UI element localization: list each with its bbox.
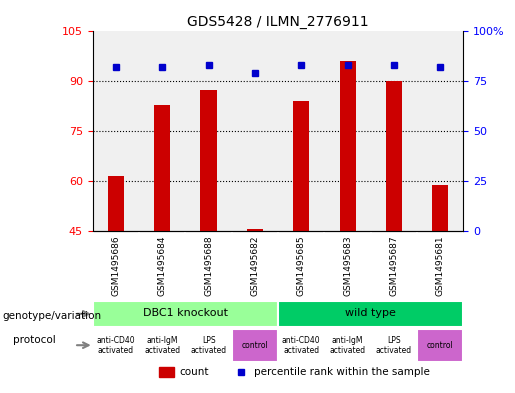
Text: count: count [180,367,209,377]
FancyBboxPatch shape [324,329,371,362]
FancyBboxPatch shape [278,301,464,327]
Text: control: control [242,341,268,350]
Bar [386,81,402,231]
FancyBboxPatch shape [371,329,417,362]
Text: percentile rank within the sample: percentile rank within the sample [254,367,430,377]
Text: LPS
activated: LPS activated [376,336,412,355]
Bar [293,101,310,231]
Bar [108,176,124,231]
FancyBboxPatch shape [93,301,278,327]
Text: anti-CD40
activated: anti-CD40 activated [97,336,135,355]
Text: genotype/variation: genotype/variation [3,311,101,321]
Bar [160,367,174,377]
Text: anti-CD40
activated: anti-CD40 activated [282,336,320,355]
Bar [154,105,170,231]
Text: GSM1495681: GSM1495681 [436,235,445,296]
Text: GSM1495683: GSM1495683 [343,235,352,296]
FancyBboxPatch shape [417,329,464,362]
FancyBboxPatch shape [278,329,324,362]
FancyBboxPatch shape [185,329,232,362]
Text: DBC1 knockout: DBC1 knockout [143,308,228,318]
Text: LPS
activated: LPS activated [191,336,227,355]
Text: protocol: protocol [13,335,56,345]
Text: GSM1495686: GSM1495686 [111,235,121,296]
Text: wild type: wild type [346,308,396,318]
Bar [247,230,263,231]
Text: GSM1495684: GSM1495684 [158,235,167,296]
Bar [339,61,356,231]
Text: anti-IgM
activated: anti-IgM activated [144,336,180,355]
FancyBboxPatch shape [232,329,278,362]
Text: GSM1495687: GSM1495687 [389,235,399,296]
Text: GSM1495682: GSM1495682 [250,235,260,296]
Text: GSM1495685: GSM1495685 [297,235,306,296]
FancyBboxPatch shape [139,329,185,362]
Title: GDS5428 / ILMN_2776911: GDS5428 / ILMN_2776911 [187,15,369,29]
Bar [432,185,449,231]
Text: control: control [427,341,454,350]
Text: anti-IgM
activated: anti-IgM activated [330,336,366,355]
Bar [200,90,217,231]
Text: GSM1495688: GSM1495688 [204,235,213,296]
FancyBboxPatch shape [93,329,139,362]
